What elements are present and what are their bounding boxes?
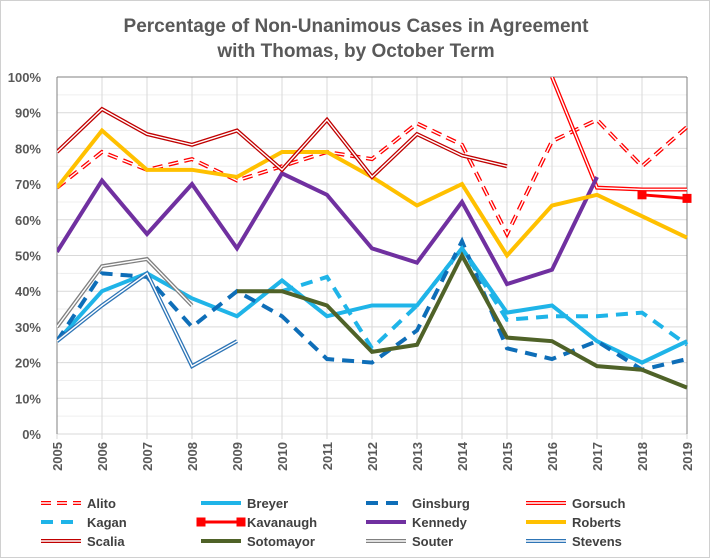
y-tick-label: 40% xyxy=(15,284,41,299)
series-kagan xyxy=(281,244,689,352)
legend-label-gorsuch: Gorsuch xyxy=(572,496,626,511)
legend-label-souter: Souter xyxy=(412,534,453,549)
series-line-gorsuch-inner xyxy=(551,77,687,191)
x-tick-label: 2017 xyxy=(590,442,605,471)
legend-item-sotomayor: Sotomayor xyxy=(201,534,315,549)
series-line-kennedy xyxy=(57,170,599,287)
series-alito xyxy=(57,117,689,239)
legend-swatch-kavanaugh-marker xyxy=(236,517,246,527)
y-tick-label: 100% xyxy=(8,70,42,85)
x-tick-label: 2006 xyxy=(95,442,110,471)
series-line-scalia-inner xyxy=(57,108,508,178)
legend-item-ginsburg: Ginsburg xyxy=(366,496,470,511)
x-tick-label: 2011 xyxy=(320,442,335,470)
legend-label-kagan: Kagan xyxy=(87,515,127,530)
series-line-kagan xyxy=(281,244,689,352)
x-tick-label: 2016 xyxy=(545,442,560,471)
x-tick-label: 2018 xyxy=(635,442,650,471)
series-line-kavanaugh-marker xyxy=(637,190,647,200)
legend-item-souter: Souter xyxy=(366,534,453,549)
x-tick-label: 2013 xyxy=(410,442,425,471)
legend-item-alito: Alito xyxy=(41,496,116,511)
legend-label-sotomayor: Sotomayor xyxy=(247,534,315,549)
legend-label-ginsburg: Ginsburg xyxy=(412,496,470,511)
x-tick-label: 2009 xyxy=(230,442,245,471)
series-scalia xyxy=(57,106,508,180)
series-breyer xyxy=(57,245,688,365)
legend-item-gorsuch: Gorsuch xyxy=(526,496,626,511)
legend-swatch-kavanaugh-marker xyxy=(196,517,206,527)
legend-item-breyer: Breyer xyxy=(201,496,288,511)
y-tick-label: 0% xyxy=(22,427,41,442)
series-line-breyer xyxy=(57,245,688,365)
legend-label-alito: Alito xyxy=(87,496,116,511)
series-gorsuch xyxy=(550,77,687,192)
chart-title-line-1: Percentage of Non-Unanimous Cases in Agr… xyxy=(124,16,590,37)
legend-label-breyer: Breyer xyxy=(247,496,288,511)
x-tick-label: 2019 xyxy=(680,442,695,471)
y-tick-label: 90% xyxy=(15,106,41,121)
legend-label-kennedy: Kennedy xyxy=(412,515,468,530)
legend-item-stevens: Stevens xyxy=(526,534,622,549)
series-line-ginsburg xyxy=(57,236,688,372)
series-stevens xyxy=(57,270,238,369)
x-tick-label: 2014 xyxy=(455,441,470,471)
x-tick-label: 2012 xyxy=(365,442,380,471)
legend-item-kagan: Kagan xyxy=(41,515,127,530)
legend-label-kavanaugh: Kavanaugh xyxy=(247,515,317,530)
y-tick-label: 20% xyxy=(15,356,41,371)
legend-label-scalia: Scalia xyxy=(87,534,125,549)
legend-item-scalia: Scalia xyxy=(41,534,125,549)
series-line-sotomayor xyxy=(237,251,688,390)
y-tick-label: 50% xyxy=(15,249,41,264)
series-line-kavanaugh-marker xyxy=(682,193,692,203)
series-sotomayor xyxy=(237,251,688,390)
series-line-stevens-inner xyxy=(57,272,238,368)
x-tick-label: 2007 xyxy=(140,442,155,471)
legend-item-kennedy: Kennedy xyxy=(366,515,468,530)
series-line-souter-inner xyxy=(57,258,193,328)
series-line-kavanaugh xyxy=(641,193,688,200)
series-line-alito-inner xyxy=(57,118,688,236)
legend-item-kavanaugh: Kavanaugh xyxy=(196,515,317,530)
legend-label-roberts: Roberts xyxy=(572,515,621,530)
chart-title-line-2: with Thomas, by October Term xyxy=(216,41,494,62)
y-tick-label: 70% xyxy=(15,177,41,192)
legend-item-roberts: Roberts xyxy=(526,515,621,530)
x-tick-label: 2015 xyxy=(500,442,515,471)
series-ginsburg xyxy=(57,236,688,372)
x-tick-label: 2010 xyxy=(275,442,290,471)
series-souter xyxy=(57,256,194,329)
x-tick-label: 2008 xyxy=(185,442,200,471)
series-group xyxy=(57,77,692,390)
y-tick-label: 80% xyxy=(15,141,41,156)
y-tick-label: 30% xyxy=(15,320,41,335)
y-tick-label: 10% xyxy=(15,391,41,406)
x-tick-label: 2005 xyxy=(50,442,65,471)
series-kennedy xyxy=(57,170,599,287)
series-kavanaugh xyxy=(637,190,692,203)
legend-label-stevens: Stevens xyxy=(572,534,622,549)
y-tick-label: 60% xyxy=(15,213,41,228)
